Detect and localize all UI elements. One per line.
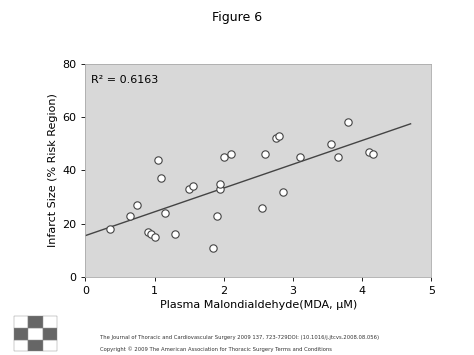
Text: Figure 6: Figure 6 — [212, 11, 262, 24]
Point — [365, 149, 373, 155]
Point — [220, 154, 228, 160]
Point — [147, 231, 155, 237]
Point — [185, 186, 193, 192]
Bar — [28, 316, 43, 328]
Point — [189, 184, 196, 189]
Point — [151, 234, 158, 240]
Text: Copyright © 2009 The American Association for Thoracic Surgery Terms and Conditi: Copyright © 2009 The American Associatio… — [100, 346, 331, 352]
Point — [210, 245, 217, 251]
Point — [106, 226, 113, 232]
Point — [213, 213, 220, 219]
Point — [272, 136, 279, 141]
Point — [158, 176, 165, 181]
Point — [258, 205, 265, 211]
Bar — [14, 328, 28, 340]
Bar — [28, 328, 43, 340]
Bar — [14, 340, 28, 351]
Point — [275, 133, 283, 139]
Point — [127, 213, 134, 219]
Y-axis label: Infarct Size (% Risk Region): Infarct Size (% Risk Region) — [48, 93, 58, 247]
Bar — [14, 316, 28, 328]
Point — [345, 120, 352, 125]
Point — [154, 157, 162, 163]
Point — [334, 154, 342, 160]
Point — [262, 152, 269, 157]
Bar — [43, 328, 57, 340]
Point — [144, 229, 151, 235]
Text: The Journal of Thoracic and Cardiovascular Surgery 2009 137, 723-729DOI: (10.101: The Journal of Thoracic and Cardiovascul… — [100, 335, 379, 340]
Bar — [43, 316, 57, 328]
Point — [279, 189, 286, 195]
Point — [217, 181, 224, 187]
Point — [217, 186, 224, 192]
Point — [161, 210, 169, 216]
Point — [296, 154, 304, 160]
Point — [369, 152, 376, 157]
X-axis label: Plasma Malondialdehyde(MDA, μM): Plasma Malondialdehyde(MDA, μM) — [160, 300, 357, 310]
Point — [133, 202, 141, 208]
Point — [227, 152, 235, 157]
Bar — [43, 340, 57, 351]
Point — [172, 231, 179, 237]
Bar — [28, 340, 43, 351]
Point — [327, 141, 335, 147]
Text: R² = 0.6163: R² = 0.6163 — [91, 75, 158, 84]
